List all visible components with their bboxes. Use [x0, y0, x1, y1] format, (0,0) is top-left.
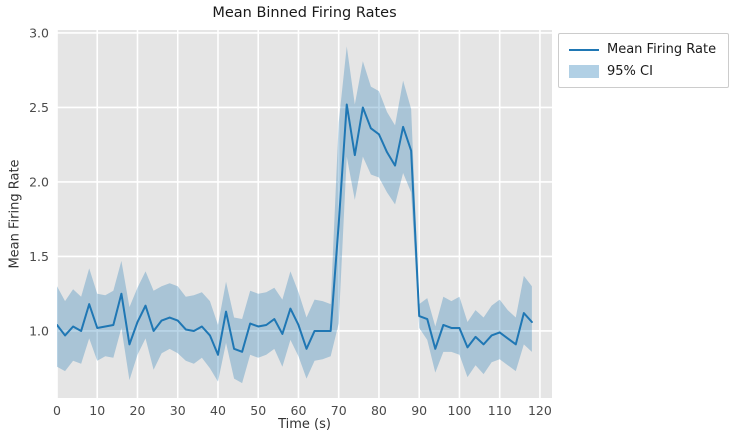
x-tick-label: 50	[250, 403, 266, 418]
legend-item-ci: 95% CI	[569, 64, 716, 79]
legend-patch-swatch-icon	[569, 65, 599, 78]
x-tick-label: 70	[331, 403, 347, 418]
legend-line-swatch-icon	[569, 48, 599, 51]
legend-label-mean-firing-rate: Mean Firing Rate	[607, 42, 717, 57]
mean-firing-rate-line	[57, 103, 533, 356]
x-tick-label: 120	[528, 403, 552, 418]
legend: Mean Firing Rate 95% CI	[558, 33, 730, 88]
x-tick-label: 40	[210, 403, 226, 418]
x-axis-label: Time (s)	[278, 417, 331, 432]
y-tick-label: 1.5	[29, 249, 49, 264]
x-tick-label: 30	[170, 403, 186, 418]
plot-background	[57, 30, 552, 398]
y-axis-label: Mean Firing Rate	[7, 159, 23, 269]
chart-title: Mean Binned Firing Rates	[212, 5, 397, 21]
x-tick-label: 20	[130, 403, 146, 418]
x-tick-label: 10	[89, 403, 105, 418]
y-tick-label: 1.0	[29, 323, 49, 338]
ci-band	[57, 46, 532, 384]
x-tick-label: 60	[291, 403, 307, 418]
y-tick-label: 2.5	[29, 100, 49, 115]
x-tick-label: 80	[371, 403, 387, 418]
x-tick-label: 100	[448, 403, 472, 418]
legend-label-ci: 95% CI	[607, 64, 653, 79]
y-tick-label: 3.0	[29, 25, 49, 40]
legend-item-mean-firing-rate: Mean Firing Rate	[569, 42, 716, 57]
x-tick-label: 0	[53, 403, 61, 418]
x-tick-label: 90	[411, 403, 427, 418]
y-tick-label: 2.0	[29, 174, 49, 189]
x-tick-label: 110	[488, 403, 512, 418]
